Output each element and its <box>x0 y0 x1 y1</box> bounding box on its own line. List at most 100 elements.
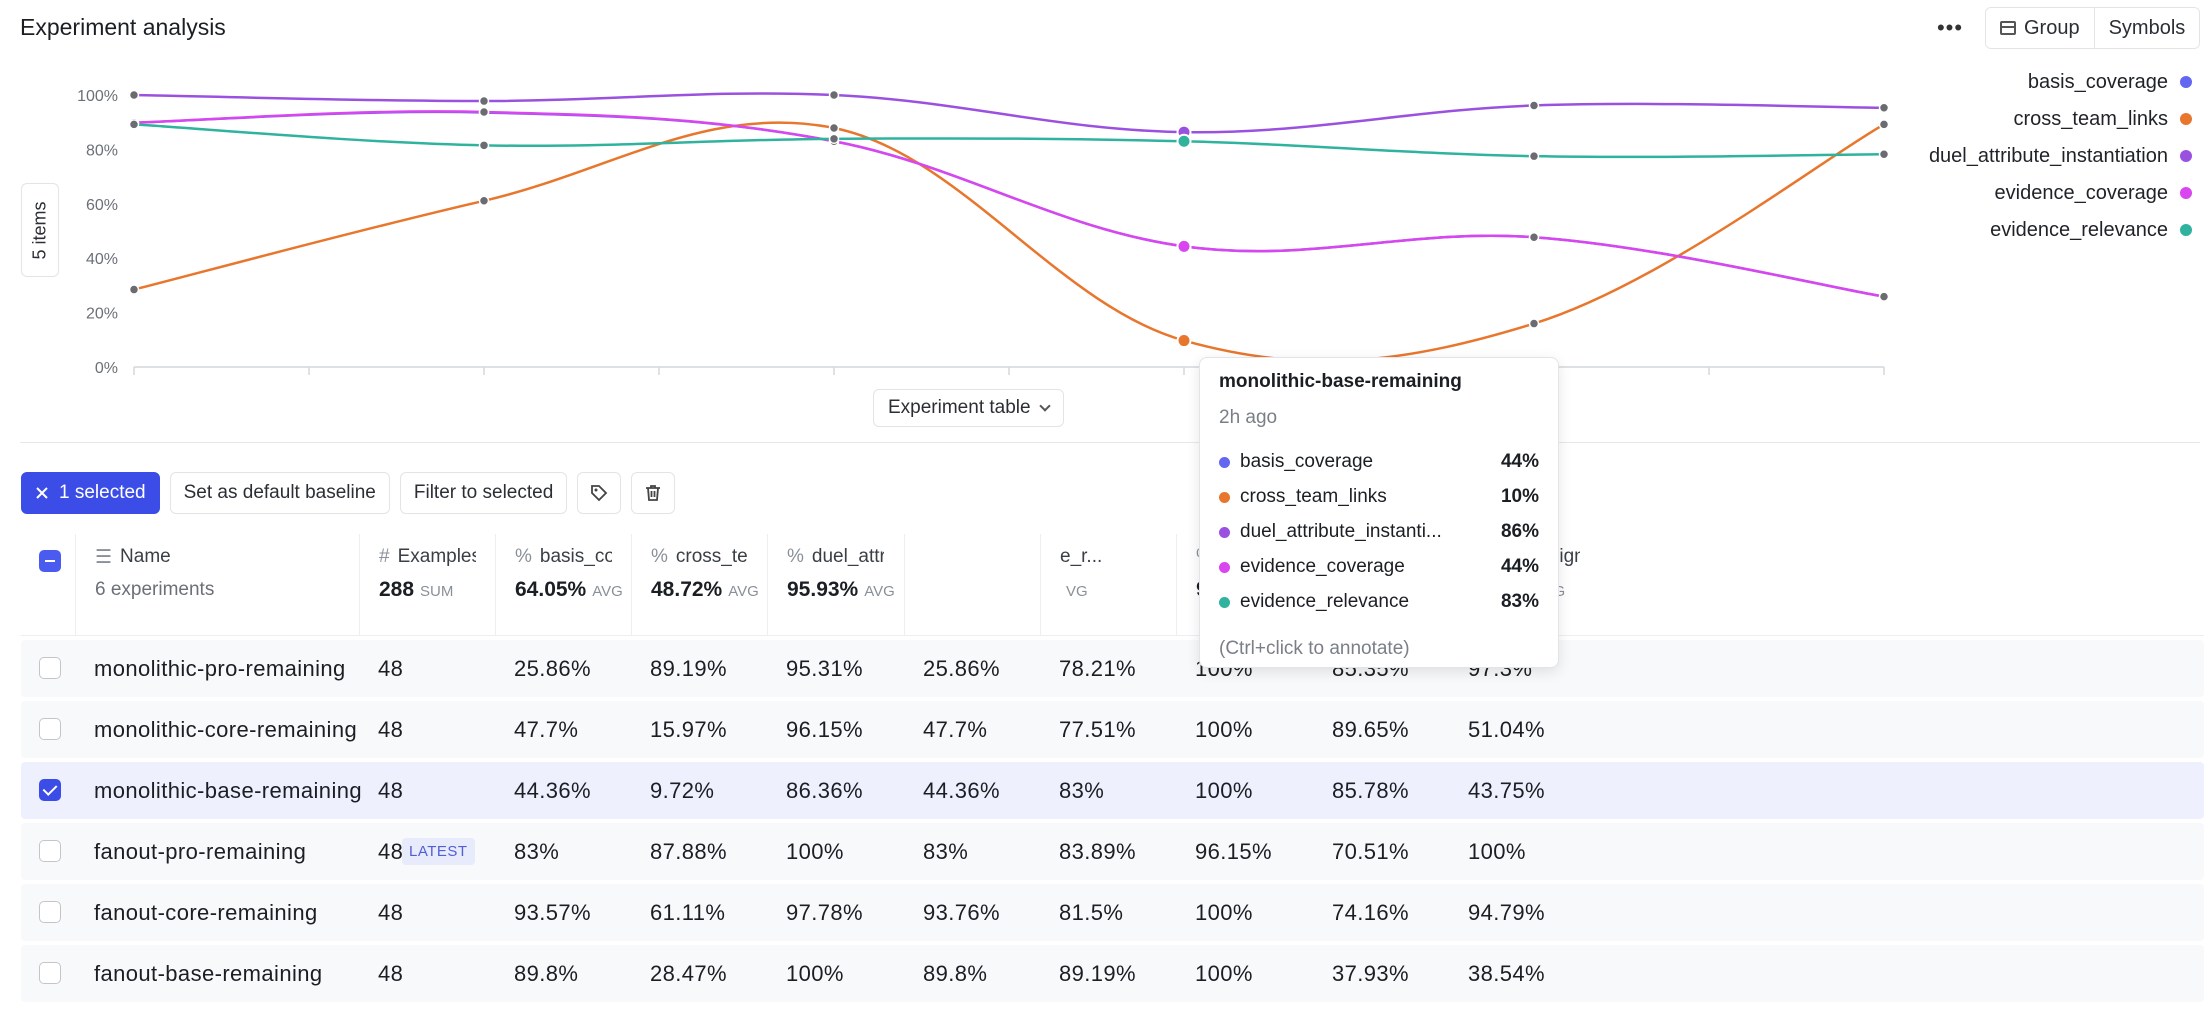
row-checkbox[interactable] <box>39 718 61 740</box>
column-label: duel_attribu <box>811 546 884 567</box>
symbols-button[interactable]: Symbols <box>2093 8 2200 48</box>
chart-legend: basis_coverage cross_team_links duel_attri… <box>1929 70 2192 242</box>
row-checkbox[interactable] <box>39 657 61 679</box>
experiment-count: 6 experiments <box>95 579 215 600</box>
series-line-duel_attribute_instantiation <box>133 92 1885 134</box>
set-baseline-button[interactable]: Set as default baseline <box>169 472 390 514</box>
series-line-evidence_relevance <box>133 123 1885 159</box>
line-chart[interactable]: 0% 20% 40% 60% 80% 100% <box>0 0 2204 440</box>
table-cell: 95.31% <box>786 655 864 681</box>
column-header[interactable] <box>904 534 1040 636</box>
table-body: monolithic-pro-remaining 48 25.86% 89.19% 95… <box>21 640 2204 1002</box>
tooltip-series-name: duel_attribute_instanti... <box>1240 521 1442 542</box>
legend-item[interactable]: cross_team_links <box>2013 107 2192 131</box>
tooltip-series-name: evidence_coverage <box>1240 556 1405 577</box>
summary-aggregate: AVG <box>864 583 895 600</box>
table-row[interactable]: monolithic-base-remaining 48 44.36% 9.72% 86… <box>21 762 2204 819</box>
table-row[interactable]: fanout-pro-remaining LATEST 48 83% 87.88% 100… <box>21 823 2204 880</box>
y-tick-label: 60% <box>86 197 118 214</box>
row-checkbox[interactable] <box>39 962 61 984</box>
column-header[interactable]: # Examples 288 SUM <box>359 534 495 636</box>
delete-button[interactable] <box>631 472 676 514</box>
group-button[interactable]: Group <box>1986 8 2094 48</box>
trash-icon <box>646 485 661 501</box>
filter-selected-button[interactable]: Filter to selected <box>399 472 568 514</box>
data-point <box>1878 119 1890 130</box>
table-cell: 44.36% <box>923 777 1001 803</box>
experiment-name[interactable]: fanout-core-remaining <box>94 899 318 925</box>
close-icon <box>36 487 48 499</box>
column-header[interactable]: % basis_cover... 64.05% AVG <box>495 534 631 636</box>
table-cell: 47.7% <box>923 716 988 742</box>
column-summary: 288 SUM <box>379 578 476 602</box>
summary-value: 288 <box>379 578 415 601</box>
experiment-name[interactable]: monolithic-pro-remaining <box>94 655 346 681</box>
chart-tooltip: monolithic-base-remaining 2h ago basis_c… <box>1199 357 1559 668</box>
summary-aggregate: VG <box>1066 583 1088 600</box>
legend-label: evidence_coverage <box>1994 181 2168 204</box>
column-label: cross_team... <box>675 546 748 567</box>
column-header[interactable]: % duel_attribu 95.93% AVG <box>767 534 903 636</box>
table-cell: 47.7% <box>514 716 579 742</box>
row-checkbox[interactable] <box>39 840 61 862</box>
experiment-name[interactable]: fanout-pro-remaining <box>94 838 307 864</box>
experiment-name[interactable]: monolithic-core-remaining <box>94 716 358 742</box>
y-tick-label: 80% <box>86 142 118 159</box>
legend-item[interactable]: duel_attribute_instantiation <box>1929 144 2192 168</box>
data-point <box>478 95 490 107</box>
tag-button[interactable] <box>577 472 622 514</box>
tooltip-row: cross_team_links 10% <box>1219 486 1539 508</box>
table-cell: 48 <box>378 899 404 925</box>
data-point-active <box>1176 238 1192 254</box>
table-cell: 100% <box>1468 838 1526 864</box>
tooltip-swatch <box>1219 596 1230 608</box>
row-checkbox[interactable] <box>39 901 61 923</box>
legend-item[interactable]: basis_coverage <box>2028 70 2192 94</box>
tooltip-title: monolithic-base-remaining <box>1219 371 1462 392</box>
tooltip-series-value: 83% <box>1500 591 1539 612</box>
summary-value: 48.72% <box>651 578 723 601</box>
table-row[interactable]: fanout-core-remaining 48 93.57% 61.11% 97.78… <box>21 884 2204 941</box>
table-cell: 89.8% <box>514 960 579 986</box>
column-header[interactable]: e_r... VG <box>1040 534 1176 636</box>
table-cell: 15.97% <box>650 716 728 742</box>
legend-item[interactable]: evidence_relevance <box>1990 218 2192 242</box>
table-cell: 89.19% <box>1059 960 1137 986</box>
experiment-name[interactable]: fanout-base-remaining <box>94 960 323 986</box>
table-cell: 89.8% <box>923 960 988 986</box>
column-header-name[interactable]: ☰ Name 6 experiments <box>75 534 359 636</box>
legend-item[interactable]: evidence_coverage <box>1995 181 2192 205</box>
experiment-table-dropdown[interactable]: Experiment table <box>873 389 1064 427</box>
table-cell: 87.88% <box>650 838 728 864</box>
table-row[interactable]: monolithic-pro-remaining 48 25.86% 89.19% 95… <box>21 640 2204 697</box>
data-point <box>1878 149 1890 160</box>
tooltip-swatch <box>1219 491 1230 503</box>
text-icon: ☰ <box>95 547 113 568</box>
number-icon: # <box>379 546 390 567</box>
legend-swatch <box>2180 76 2192 88</box>
row-checkbox[interactable] <box>39 779 61 801</box>
more-options-button[interactable]: ••• <box>1930 12 1970 44</box>
column-summary <box>924 556 1021 580</box>
clear-selection-button[interactable]: 1 selected <box>21 472 160 514</box>
tooltip-swatch <box>1219 561 1230 573</box>
table-cell: 89.19% <box>650 655 728 681</box>
table-cell: 100% <box>1195 960 1253 986</box>
table-cell: 86.36% <box>786 777 864 803</box>
data-point <box>1528 232 1540 243</box>
items-count-badge[interactable]: 5 items <box>21 183 59 277</box>
table-cell: 100% <box>786 960 844 986</box>
tooltip-row: duel_attribute_instanti... 86% <box>1219 521 1539 543</box>
column-header[interactable]: % cross_team... 48.72% AVG <box>631 534 767 636</box>
data-point <box>128 119 140 130</box>
legend-swatch <box>2180 187 2192 199</box>
table-row[interactable]: monolithic-core-remaining 48 47.7% 15.97% 96… <box>21 701 2204 758</box>
table-cell: 97.78% <box>786 899 864 925</box>
select-all-checkbox[interactable] <box>39 550 61 572</box>
data-point <box>1878 291 1890 302</box>
experiment-name[interactable]: monolithic-base-remaining <box>94 777 363 803</box>
table-cell: 48 <box>378 960 404 986</box>
table-cell: 28.47% <box>650 960 728 986</box>
table-row[interactable]: fanout-base-remaining 48 89.8% 28.47% 100% 89… <box>21 945 2204 1002</box>
table-cell: 9.72% <box>650 777 715 803</box>
